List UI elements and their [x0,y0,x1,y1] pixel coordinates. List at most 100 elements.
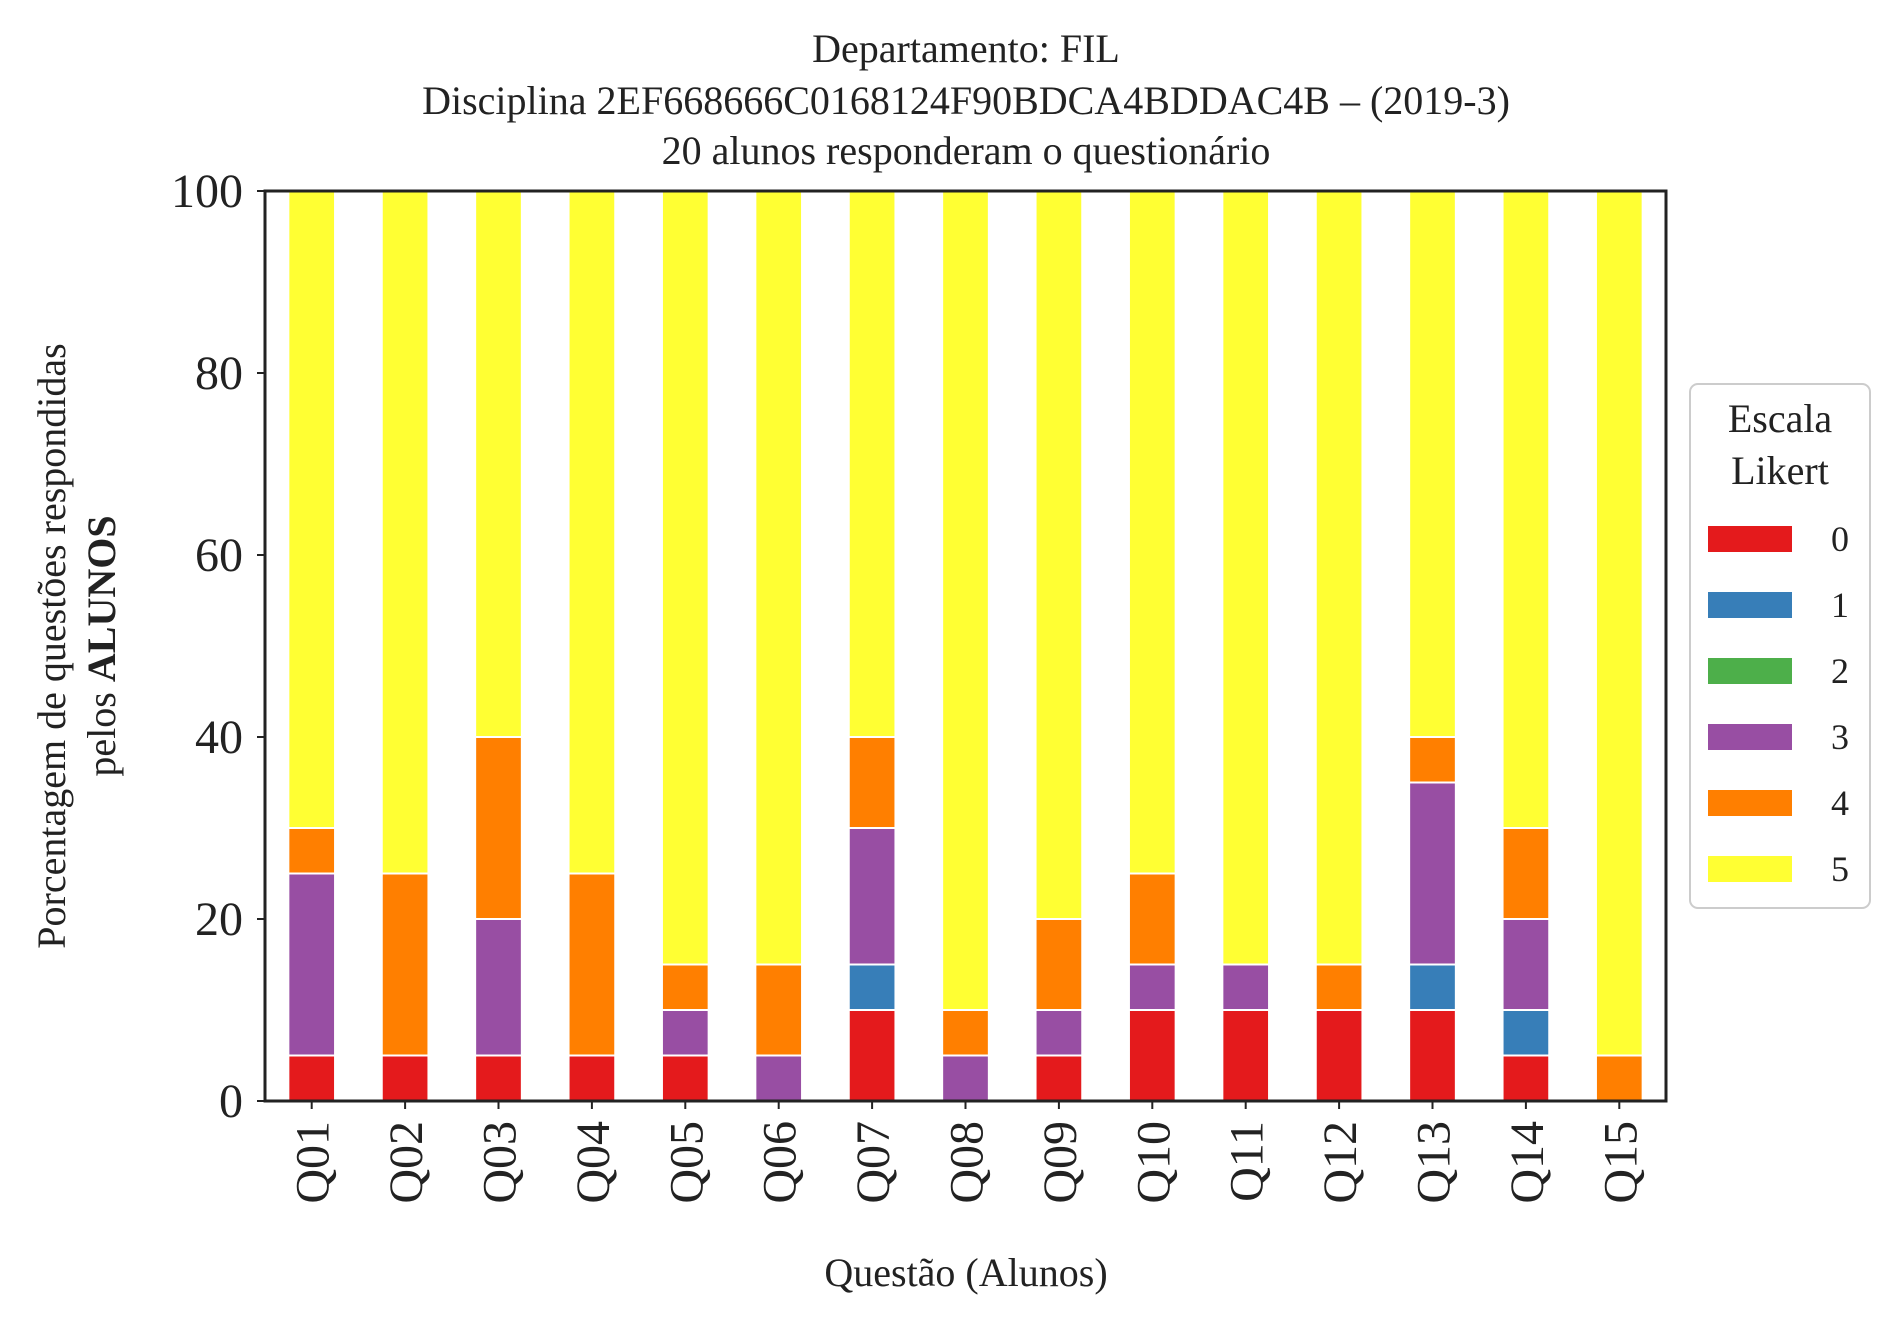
bar-Q14-scale-5 [1501,190,1551,829]
bar-Q07-scale-4 [847,736,897,829]
x-axis-ticks: Q01 Q02 Q03 Q04 Q05 Q06 Q07 Q08 Q09 Q10 Q11 Q12 Q13 Q… [287,1101,1647,1204]
bar-Q12-scale-5 [1314,190,1364,966]
bar-Q09-scale-0 [1034,1054,1084,1102]
chart-title: Departamento: FIL Disciplina 2EF668666C0… [422,26,1510,173]
bar-Q11-scale-0 [1221,1009,1271,1102]
bar-Q10-scale-3 [1127,963,1177,1011]
bar-Q08-scale-3 [941,1054,990,1102]
bar-Q13-scale-1 [1408,963,1457,1011]
y-tick-label-40: 40 [195,711,243,764]
bar-Q05-scale-0 [660,1054,710,1102]
x-axis-label: Questão (Alunos) [824,1250,1107,1295]
bar-Q06-scale-3 [754,1054,804,1102]
bar-Q08-scale-4 [941,1009,990,1057]
legend-label-0: 0 [1831,519,1849,559]
bar-Q12-scale-4 [1314,963,1364,1011]
bar-Q09-scale-4 [1034,918,1084,1011]
bar-Q05-scale-3 [660,1009,710,1057]
x-tick-label-Q03: Q03 [474,1121,527,1204]
bar-Q01-scale-4 [287,827,337,875]
bar-Q06-scale-4 [754,963,804,1057]
bar-Q13-scale-5 [1408,190,1457,738]
x-tick-label-Q07: Q07 [847,1121,900,1204]
bar-Q03-scale-3 [474,918,523,1057]
bar-Q15-scale-5 [1594,190,1644,1057]
title-line-3: 20 alunos responderam o questionário [662,128,1271,173]
legend-swatch-4 [1708,790,1792,816]
bar-Q04-scale-4 [567,872,617,1057]
bar-Q02-scale-0 [380,1054,430,1102]
bar-Q14-scale-1 [1501,1009,1551,1057]
x-tick-label-Q15: Q15 [1594,1121,1647,1204]
y-axis-label: Porcentagem de questões respondidas pelo… [29,343,124,948]
bar-Q04-scale-5 [567,190,617,875]
bar-Q05-scale-4 [660,963,710,1011]
x-tick-label-Q12: Q12 [1314,1121,1367,1204]
bar-Q08-scale-5 [941,190,990,1011]
bar-Q15-scale-4 [1594,1054,1644,1102]
x-tick-label-Q05: Q05 [660,1121,713,1204]
x-tick-label-Q10: Q10 [1127,1121,1180,1204]
legend-frame [1689,383,1871,909]
bar-Q03-scale-4 [474,736,523,920]
bar-Q01-scale-3 [287,872,337,1057]
legend-title-line-2: Likert [1731,448,1829,493]
bar-Q12-scale-0 [1314,1009,1364,1102]
bar-Q07-scale-5 [847,190,897,738]
y-axis-label-line-1: Porcentagem de questões respondidas [29,343,74,948]
bar-Q09-scale-5 [1034,190,1084,920]
bar-Q07-scale-1 [847,963,897,1011]
y-tick-label-0: 0 [219,1075,243,1128]
y-axis-label-prefix: pelos [79,682,124,776]
y-axis-ticks: 0 20 40 60 80 100 [171,165,265,1128]
y-axis-label-line-2: pelos ALUNOS [79,515,124,776]
bar-Q14-scale-4 [1501,827,1551,920]
y-tick-label-100: 100 [171,165,243,218]
bar-Q01-scale-5 [287,190,337,829]
bar-Q02-scale-4 [380,872,430,1057]
bar-Q01-scale-0 [287,1054,337,1102]
x-tick-label-Q02: Q02 [380,1121,433,1204]
x-tick-label-Q08: Q08 [941,1121,994,1204]
legend-swatch-2 [1708,658,1792,684]
bar-Q04-scale-0 [567,1054,617,1102]
bar-Q03-scale-0 [474,1054,523,1102]
x-tick-label-Q04: Q04 [567,1121,620,1204]
legend-label-1: 1 [1831,585,1849,625]
legend-swatch-5 [1708,856,1792,882]
bar-Q11-scale-5 [1221,190,1271,966]
bar-Q14-scale-0 [1501,1054,1551,1102]
bar-Q10-scale-4 [1127,872,1177,966]
bar-Q10-scale-0 [1127,1009,1177,1102]
bar-Q02-scale-5 [380,190,430,875]
bar-Q11-scale-3 [1221,963,1271,1011]
bar-Q07-scale-3 [847,827,897,966]
legend-label-5: 5 [1831,849,1849,889]
y-axis-label-bold: ALUNOS [79,515,124,682]
legend-swatch-1 [1708,592,1792,618]
bar-Q05-scale-5 [660,190,710,966]
bar-Q13-scale-0 [1408,1009,1457,1102]
x-tick-label-Q14: Q14 [1501,1121,1554,1204]
legend-label-3: 3 [1831,717,1849,757]
legend-swatch-3 [1708,724,1792,750]
bar-Q10-scale-5 [1127,190,1177,875]
legend-label-4: 4 [1831,783,1849,823]
y-tick-label-20: 20 [195,893,243,946]
x-tick-label-Q11: Q11 [1221,1121,1274,1202]
x-tick-label-Q13: Q13 [1408,1121,1461,1204]
bar-Q06-scale-5 [754,190,804,966]
y-tick-label-80: 80 [195,347,243,400]
x-tick-label-Q01: Q01 [287,1121,340,1204]
x-tick-label-Q06: Q06 [754,1121,807,1204]
y-tick-label-60: 60 [195,529,243,582]
legend-swatch-0 [1708,526,1792,552]
title-line-2: Disciplina 2EF668666C0168124F90BDCA4BDDA… [422,78,1510,123]
bar-Q13-scale-3 [1408,781,1457,966]
bar-Q03-scale-5 [474,190,523,738]
x-tick-label-Q09: Q09 [1034,1121,1087,1204]
bar-Q07-scale-0 [847,1009,897,1102]
title-line-1: Departamento: FIL [812,26,1120,71]
